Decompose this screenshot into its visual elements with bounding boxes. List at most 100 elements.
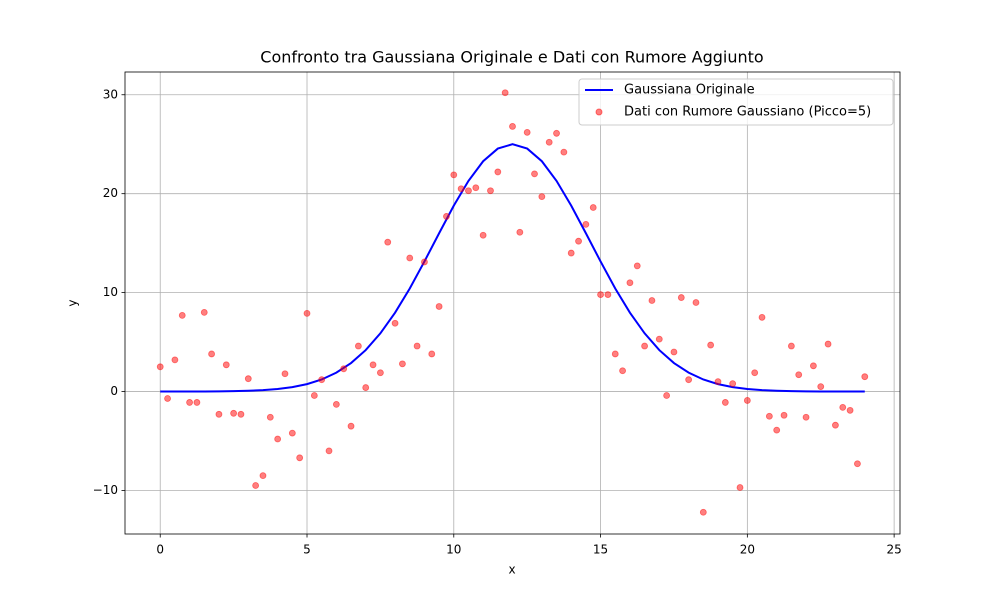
data-point xyxy=(399,360,406,368)
data-point xyxy=(266,413,274,421)
legend-marker xyxy=(595,108,603,116)
y-tick-label: 30 xyxy=(103,87,118,101)
data-point xyxy=(252,482,260,489)
data-point xyxy=(531,170,538,178)
data-point xyxy=(421,258,428,266)
data-point xyxy=(487,187,494,195)
data-point xyxy=(575,237,582,245)
data-point xyxy=(354,342,362,350)
data-point xyxy=(347,422,355,430)
data-point xyxy=(259,472,267,480)
data-point xyxy=(230,409,238,417)
data-point xyxy=(494,168,502,176)
data-point xyxy=(523,128,531,136)
data-point xyxy=(707,341,715,349)
data-point xyxy=(178,311,186,319)
y-tick-label: 0 xyxy=(110,384,118,398)
data-point xyxy=(369,361,377,369)
data-point xyxy=(479,231,487,239)
data-point xyxy=(208,350,216,358)
data-point xyxy=(582,220,590,228)
data-point xyxy=(751,369,759,377)
data-point xyxy=(274,435,282,443)
data-point xyxy=(589,204,597,211)
data-point xyxy=(384,238,392,246)
data-point xyxy=(787,342,795,350)
data-point xyxy=(516,228,524,236)
data-point xyxy=(736,484,744,491)
data-point xyxy=(281,370,289,378)
data-point xyxy=(765,412,773,420)
legend-label: Dati con Rumore Gaussiano (Picco=5) xyxy=(624,105,871,120)
data-point xyxy=(222,361,230,369)
data-point xyxy=(780,411,788,419)
y-axis-label: y xyxy=(66,299,80,306)
data-point xyxy=(501,89,509,97)
data-point xyxy=(648,297,656,304)
data-point xyxy=(729,380,737,388)
gaussian-line xyxy=(160,143,865,393)
x-axis-label: x xyxy=(508,563,515,577)
data-point xyxy=(553,129,560,137)
data-point xyxy=(428,350,436,358)
data-point xyxy=(758,313,766,321)
data-point xyxy=(670,348,678,356)
data-point xyxy=(457,185,465,193)
data-point xyxy=(296,454,304,462)
data-point xyxy=(773,426,781,434)
data-point xyxy=(186,399,193,406)
x-tick-label: 10 xyxy=(446,543,461,557)
data-point xyxy=(597,291,604,298)
data-point xyxy=(663,392,671,399)
data-point xyxy=(567,249,575,257)
data-point xyxy=(325,447,333,455)
data-point xyxy=(560,148,568,156)
data-point xyxy=(699,508,707,516)
data-point xyxy=(244,375,252,383)
data-point xyxy=(795,371,803,379)
data-point xyxy=(362,384,370,391)
data-point xyxy=(435,303,443,310)
data-point xyxy=(156,363,164,371)
data-point xyxy=(839,403,847,411)
legend-label: Gaussiana Originale xyxy=(624,83,755,98)
data-point xyxy=(450,171,458,179)
data-point xyxy=(809,362,817,370)
data-point xyxy=(832,421,839,429)
data-point xyxy=(376,369,384,377)
data-point xyxy=(303,309,311,317)
data-point xyxy=(685,376,693,384)
data-point xyxy=(626,279,634,287)
data-point xyxy=(633,262,641,270)
data-point xyxy=(340,365,348,373)
data-point xyxy=(721,399,729,406)
x-tick-label: 0 xyxy=(156,543,164,557)
data-point xyxy=(193,399,201,406)
y-tick-label: 20 xyxy=(103,186,118,200)
x-tick-label: 5 xyxy=(303,543,311,557)
data-point xyxy=(604,291,612,298)
data-point xyxy=(824,340,832,348)
data-point xyxy=(817,383,825,390)
data-point xyxy=(743,397,751,404)
data-point xyxy=(310,392,318,399)
x-tick-label: 15 xyxy=(593,543,608,557)
data-point xyxy=(472,184,480,192)
axes-frame xyxy=(124,71,901,535)
x-tick-label: 25 xyxy=(886,543,901,557)
data-point xyxy=(545,138,553,146)
y-tick-label: 10 xyxy=(103,285,118,299)
data-point xyxy=(861,373,869,381)
data-point xyxy=(443,213,450,220)
data-point xyxy=(802,413,810,421)
data-point xyxy=(332,401,340,408)
y-tick-label: −10 xyxy=(93,483,118,497)
data-point xyxy=(854,460,861,468)
data-point xyxy=(288,429,296,437)
legend-box xyxy=(578,78,894,126)
data-point xyxy=(406,254,414,262)
chart-title: Confronto tra Gaussiana Originale e Dati… xyxy=(260,48,763,67)
data-point xyxy=(171,356,179,364)
